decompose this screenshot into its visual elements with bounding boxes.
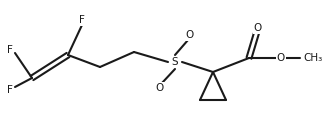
Text: O: O (254, 23, 262, 33)
Text: F: F (79, 15, 85, 25)
Text: S: S (172, 57, 178, 67)
Text: CH₃: CH₃ (303, 53, 322, 63)
Text: F: F (7, 45, 13, 55)
Text: O: O (156, 83, 164, 93)
Text: F: F (7, 85, 13, 95)
Text: O: O (186, 30, 194, 40)
Text: O: O (277, 53, 285, 63)
